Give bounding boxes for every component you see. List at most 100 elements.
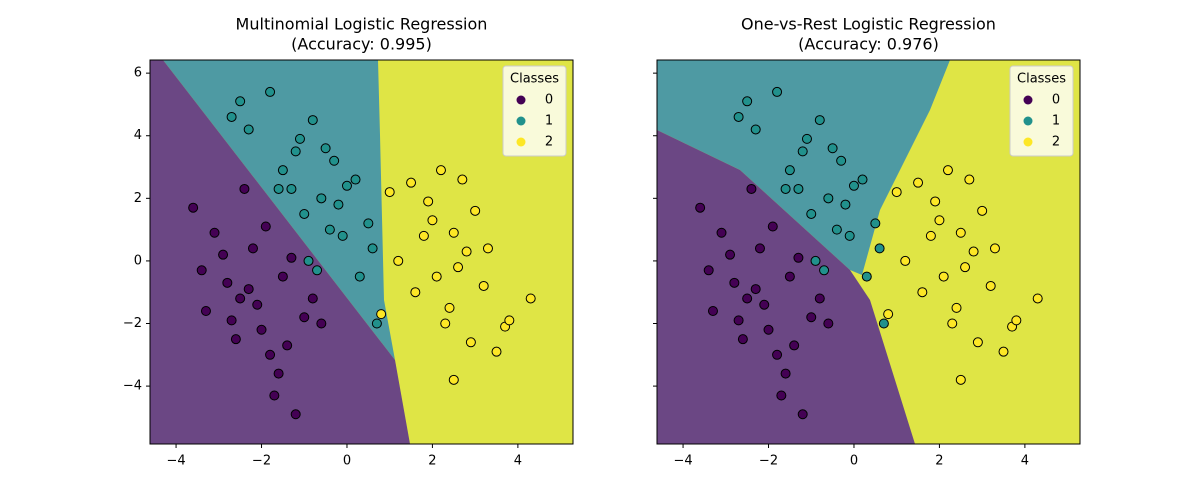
y-tick-label: 0 [134,253,142,268]
point [260,221,271,232]
point [470,205,481,216]
y-tick-label: −2 [123,316,142,331]
point [878,318,889,329]
x-tick-label: 2 [428,454,436,469]
point [737,334,748,345]
point [273,183,284,194]
point [883,309,894,320]
point [265,349,276,360]
point [972,337,983,348]
point [750,284,761,295]
point [316,318,327,329]
point [427,215,438,226]
point [784,165,795,176]
point [324,224,335,235]
point [243,284,254,295]
point [440,318,451,329]
point [861,271,872,282]
point [235,293,246,304]
point [435,165,446,176]
point [252,299,263,310]
x-tick-label: 4 [514,454,522,469]
point [307,293,318,304]
point [780,368,791,379]
point [810,255,821,266]
point [350,174,361,185]
point [750,124,761,135]
point [200,305,211,316]
point [218,249,229,260]
point [814,115,825,126]
point [925,230,936,241]
point [316,193,327,204]
point [465,337,476,348]
point [955,227,966,238]
point [367,243,378,254]
axes-frame [149,59,574,445]
point [729,277,740,288]
legend-title: Classes [1017,72,1066,87]
point [985,280,996,291]
point [196,265,207,276]
point [256,324,267,335]
x-tick-label: 4 [1021,454,1029,469]
point [827,143,838,154]
point [299,312,310,323]
point [998,346,1009,357]
legend-marker [516,116,526,126]
chart-title: One-vs-Rest Logistic Regression [741,15,996,34]
point [746,183,757,194]
legend-label: 2 [1052,135,1060,150]
point [776,390,787,401]
legend-label: 0 [1052,93,1060,108]
legend-marker [1023,137,1033,147]
point [968,246,979,257]
point [772,86,783,97]
point [444,302,455,313]
point [290,146,301,157]
point [491,346,502,357]
point [277,271,288,282]
y-tick-label: 4 [134,128,142,143]
point [209,227,220,238]
point [806,312,817,323]
point [831,224,842,235]
point [363,218,374,229]
point [900,255,911,266]
point [819,265,830,276]
y-tick-label: 6 [134,66,142,81]
region [657,130,915,444]
point [320,143,331,154]
x-tick-label: −4 [673,454,692,469]
legend-marker [516,95,526,105]
point [789,340,800,351]
point [226,315,237,326]
point [797,409,808,420]
chart-subtitle: (Accuracy: 0.976) [798,35,939,54]
point [299,208,310,219]
point [797,146,808,157]
legend-marker [1023,95,1033,105]
point [840,199,851,210]
point [767,221,778,232]
legend-box [1009,65,1074,157]
point [874,243,885,254]
point [707,305,718,316]
point [341,180,352,191]
point [247,243,258,254]
point [930,196,941,207]
point [742,96,753,107]
point [453,262,464,273]
point [448,374,459,385]
point [406,177,417,188]
point [947,318,958,329]
legend-title: Classes [510,72,559,87]
x-tick-label: −2 [759,454,778,469]
point [977,205,988,216]
point [312,265,323,276]
point [303,255,314,266]
point [286,252,297,263]
point [703,265,714,276]
point [410,287,421,298]
